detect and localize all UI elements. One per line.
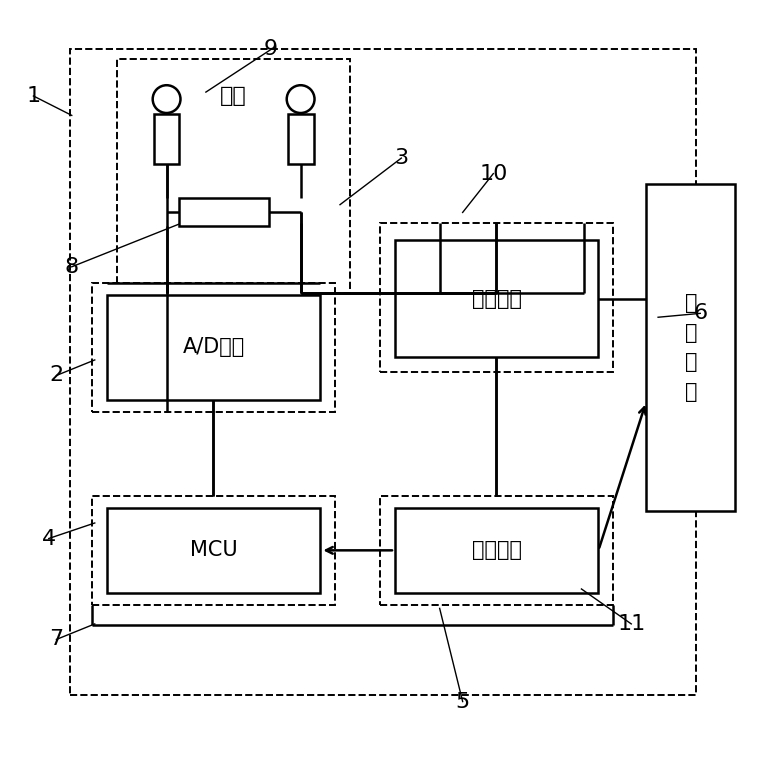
Text: 电压: 电压 [220, 86, 246, 106]
Text: 9: 9 [264, 39, 278, 59]
Bar [395, 508, 598, 593]
Text: MCU: MCU [190, 540, 238, 561]
Bar [646, 184, 736, 511]
Bar [180, 199, 269, 226]
Text: 2: 2 [49, 365, 63, 386]
Text: 8: 8 [65, 256, 79, 277]
Bar [70, 49, 696, 694]
Bar [380, 223, 613, 372]
Text: 3: 3 [394, 148, 408, 168]
Text: 5: 5 [455, 691, 470, 712]
Bar [92, 497, 335, 605]
Bar [92, 283, 335, 412]
Text: 4: 4 [42, 529, 56, 548]
Bar [154, 114, 180, 163]
Text: A/D模块: A/D模块 [183, 337, 245, 357]
Bar [395, 240, 598, 357]
Text: 数据处理: 数据处理 [472, 540, 522, 561]
Text: 11: 11 [617, 614, 645, 634]
Bar [288, 114, 313, 163]
Text: 7: 7 [49, 630, 63, 649]
Text: 10: 10 [479, 163, 507, 184]
Text: 6: 6 [693, 303, 707, 324]
Bar [107, 295, 320, 400]
Bar [117, 59, 350, 292]
Text: 1: 1 [26, 86, 40, 106]
Text: 放大电路: 放大电路 [472, 289, 522, 309]
Bar [107, 508, 320, 593]
Bar [380, 497, 613, 605]
Text: 数
据
输
出: 数 据 输 出 [685, 293, 697, 402]
